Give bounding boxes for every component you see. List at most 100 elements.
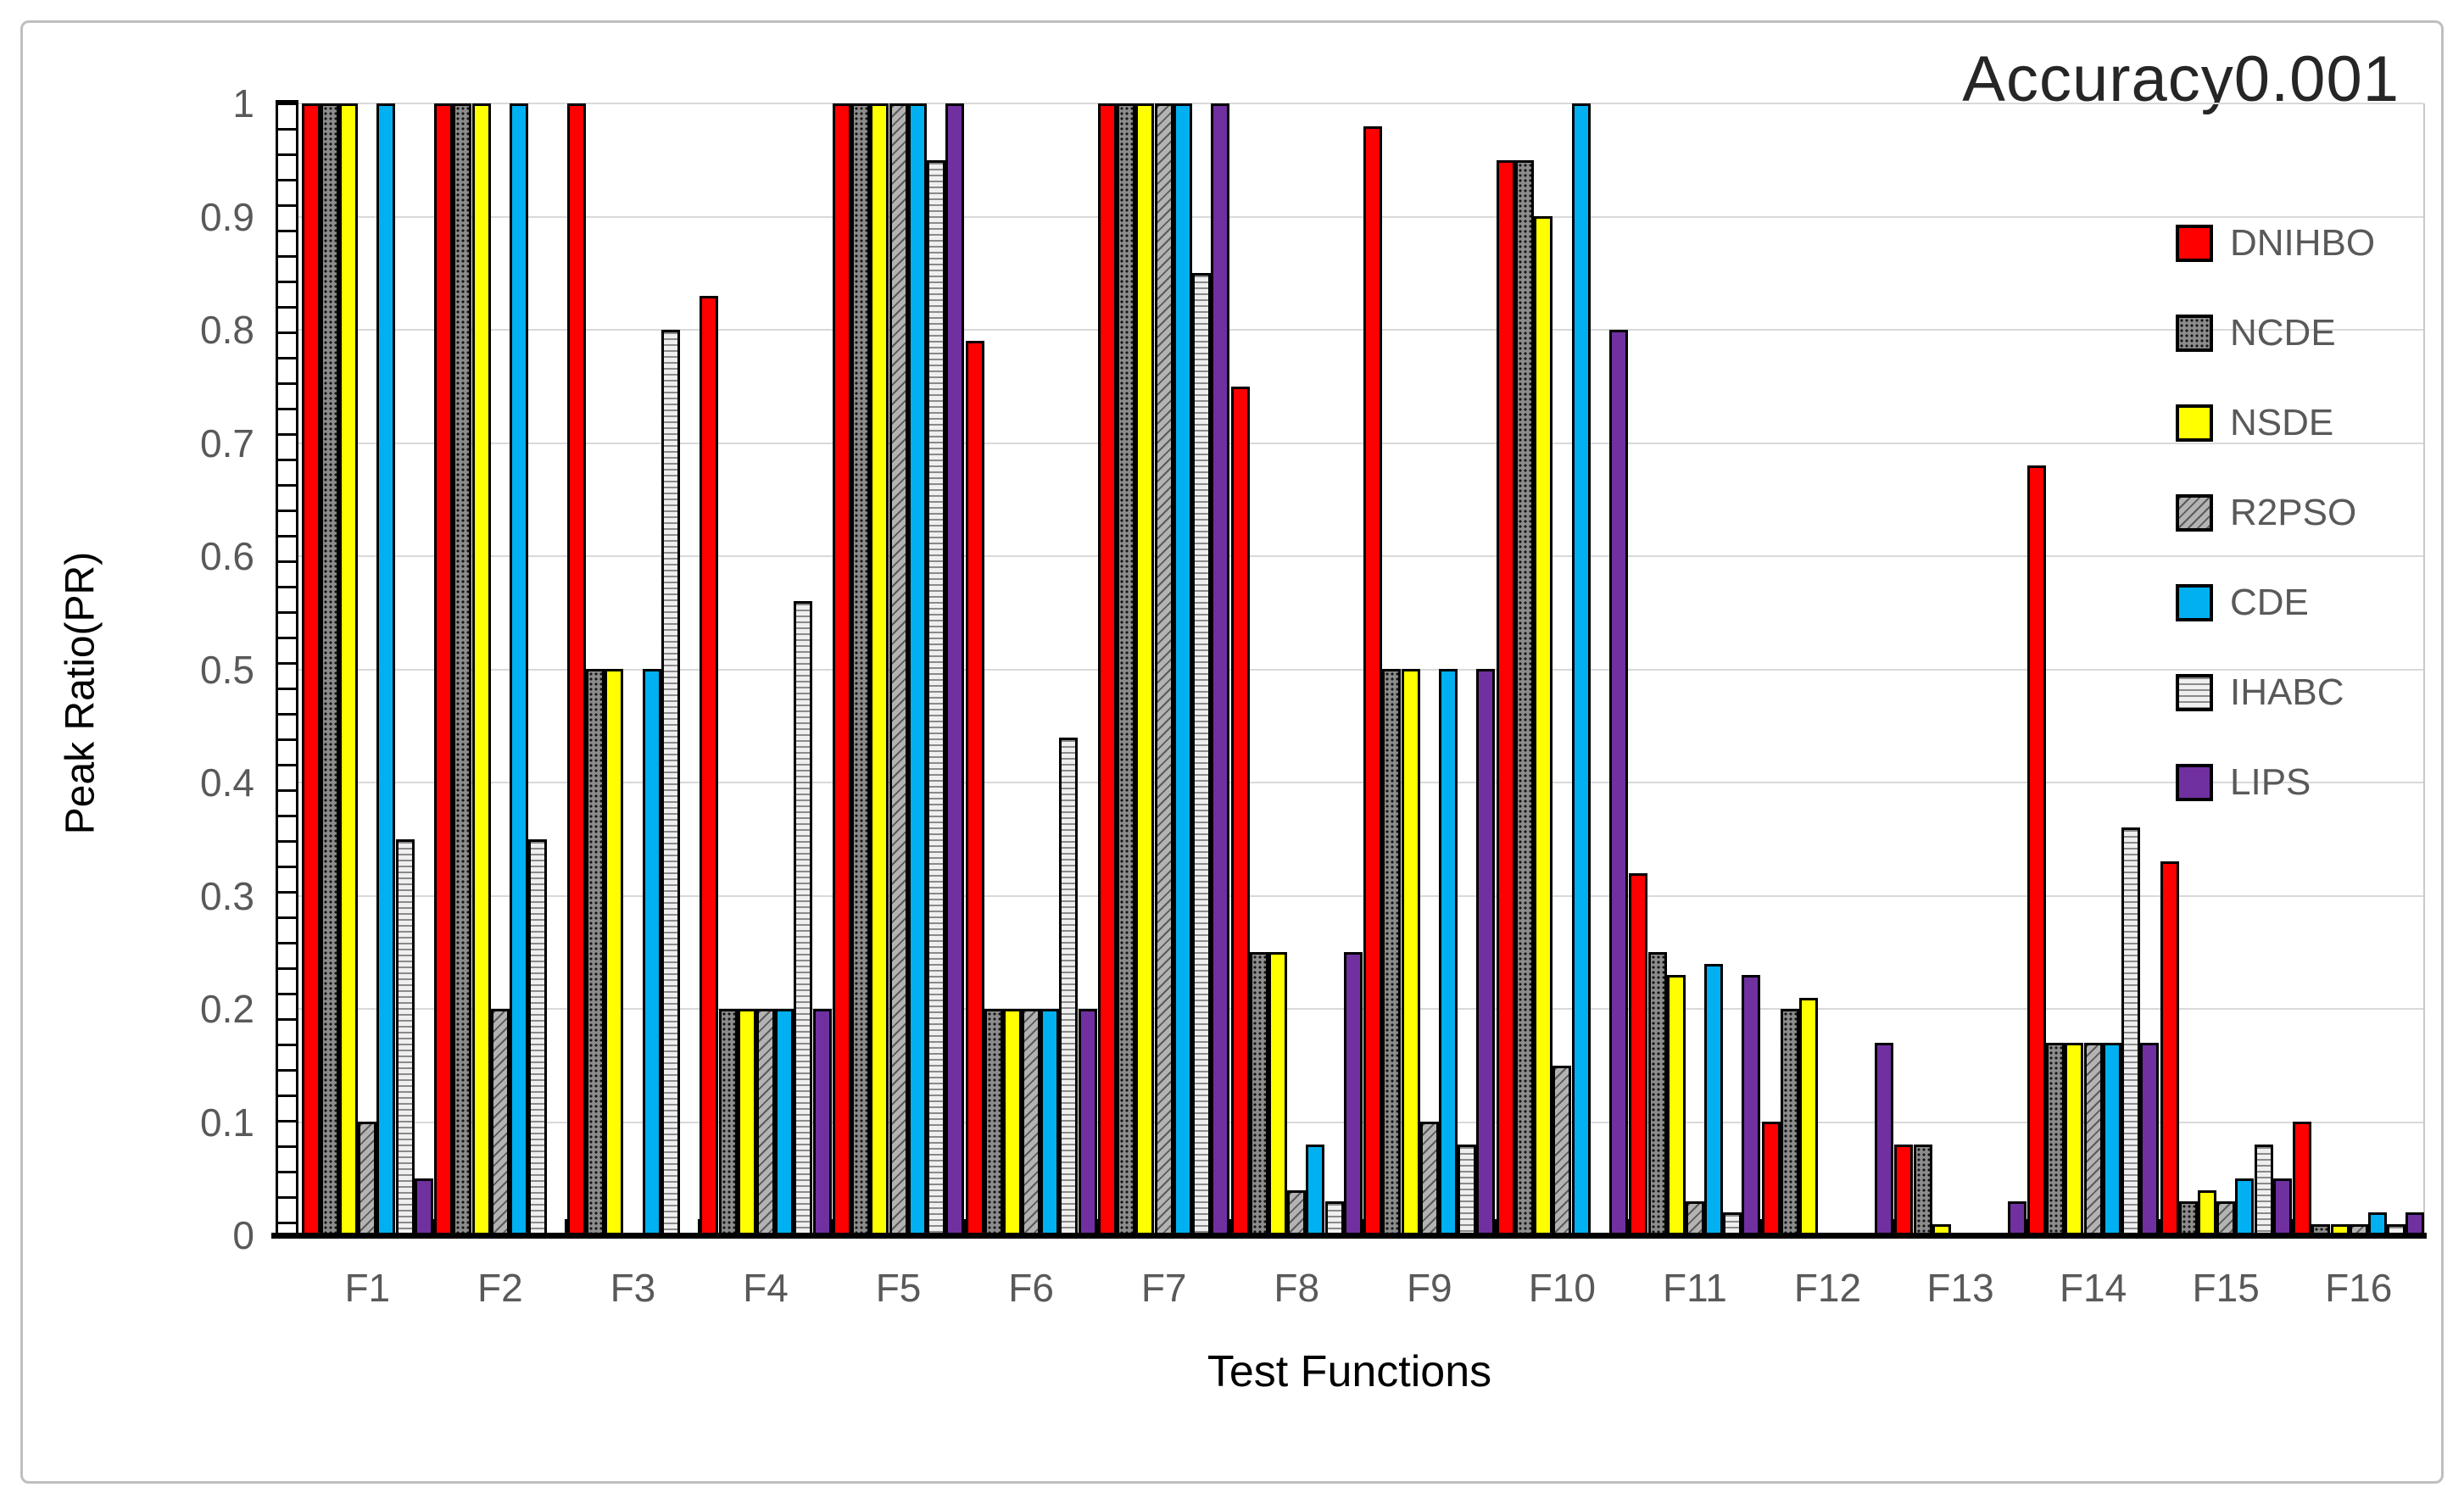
gridline bbox=[276, 442, 2423, 444]
bar-F1-DNIHBO bbox=[301, 103, 321, 1235]
bar-slot bbox=[1496, 103, 1515, 1235]
bar-F8-CDE bbox=[1306, 1145, 1325, 1235]
x-axis-tick bbox=[2290, 1219, 2294, 1233]
legend-swatch-DNIHBO bbox=[2176, 225, 2213, 262]
bar-slot bbox=[1571, 103, 1591, 1235]
bar-group-F6 bbox=[965, 103, 1098, 1235]
bar-slot bbox=[737, 103, 756, 1235]
bar-F2-NSDE bbox=[471, 103, 491, 1235]
bar-F2-CDE bbox=[510, 103, 529, 1235]
bar-F7-CDE bbox=[1173, 103, 1192, 1235]
bar-F8-R2PSO bbox=[1287, 1190, 1307, 1235]
y-tick-label: 0.3 bbox=[200, 873, 254, 918]
bar-F14-IHABC bbox=[2121, 827, 2140, 1235]
bar-F9-LIPS bbox=[1476, 669, 1496, 1235]
bar-group-F15 bbox=[2160, 103, 2293, 1235]
bar-slot bbox=[1078, 103, 1097, 1235]
legend-swatch-IHABC bbox=[2176, 674, 2213, 711]
bar-group-F12 bbox=[1761, 103, 1894, 1235]
bar-F10-R2PSO bbox=[1553, 1066, 1572, 1235]
bar-F6-IHABC bbox=[1059, 738, 1079, 1235]
bar-slot bbox=[755, 103, 775, 1235]
bar-F2-IHABC bbox=[528, 839, 548, 1235]
bar-F16-R2PSO bbox=[2349, 1224, 2368, 1235]
bar-F5-IHABC bbox=[926, 160, 945, 1235]
x-category-label-F8: F8 bbox=[1274, 1266, 1320, 1310]
bar-group-F14 bbox=[2026, 103, 2160, 1235]
x-category-label-F12: F12 bbox=[1793, 1266, 1862, 1310]
bar-slot bbox=[434, 103, 454, 1235]
bar-slot bbox=[1704, 103, 1724, 1235]
bar-F5-CDE bbox=[907, 103, 927, 1235]
gridline bbox=[276, 215, 2423, 218]
x-category-label-F6: F6 bbox=[1008, 1266, 1054, 1310]
bar-F15-LIPS bbox=[2272, 1178, 2292, 1235]
bar-F4-IHABC bbox=[794, 601, 813, 1235]
bar-slot bbox=[1951, 103, 1970, 1235]
bar-F2-NCDE bbox=[453, 103, 472, 1235]
bar-slot bbox=[945, 103, 965, 1235]
bar-slot bbox=[623, 103, 642, 1235]
bar-slot bbox=[1913, 103, 1932, 1235]
bar-slot bbox=[2235, 103, 2255, 1235]
bar-slot bbox=[1608, 103, 1628, 1235]
legend-swatch-NSDE bbox=[2176, 404, 2213, 442]
bar-F16-IHABC bbox=[2387, 1224, 2406, 1235]
bar-slot bbox=[1647, 103, 1667, 1235]
x-category-label-F13: F13 bbox=[1926, 1266, 1994, 1310]
bar-F9-R2PSO bbox=[1419, 1122, 1439, 1235]
legend-label-LIPS: LIPS bbox=[2230, 761, 2311, 803]
legend-label-IHABC: IHABC bbox=[2230, 671, 2344, 713]
bar-F7-NSDE bbox=[1135, 103, 1155, 1235]
bar-F15-IHABC bbox=[2254, 1145, 2273, 1235]
gridline bbox=[276, 555, 2423, 557]
bar-F12-LIPS bbox=[1875, 1043, 1894, 1235]
bar-slot bbox=[453, 103, 472, 1235]
bar-F4-R2PSO bbox=[755, 1009, 775, 1235]
bar-slot bbox=[1723, 103, 1742, 1235]
bar-F11-NSDE bbox=[1666, 975, 1686, 1235]
bar-slot bbox=[1458, 103, 1477, 1235]
bar-slot bbox=[2311, 103, 2331, 1235]
bar-F3-NSDE bbox=[605, 669, 624, 1235]
legend-label-NSDE: NSDE bbox=[2230, 402, 2334, 443]
bar-group-F4 bbox=[700, 103, 833, 1235]
bar-slot bbox=[2140, 103, 2160, 1235]
bar-F16-LIPS bbox=[2405, 1212, 2425, 1235]
bar-F1-R2PSO bbox=[358, 1122, 377, 1235]
bar-slot bbox=[605, 103, 624, 1235]
bar-slot bbox=[2027, 103, 2047, 1235]
bar-slot bbox=[1382, 103, 1402, 1235]
bar-slot bbox=[1781, 103, 1800, 1235]
bar-F10-CDE bbox=[1571, 103, 1591, 1235]
legend: DNIHBO NCDE NSDE R2PSO CDE IHABC LIPS bbox=[2176, 198, 2375, 827]
bar-F15-NCDE bbox=[2178, 1201, 2198, 1235]
bar-slot bbox=[775, 103, 794, 1235]
bar-F13-DNIHBO bbox=[1894, 1145, 1914, 1235]
bar-F8-NSDE bbox=[1268, 952, 1288, 1235]
bar-F5-R2PSO bbox=[889, 103, 908, 1235]
bar-slot bbox=[1059, 103, 1079, 1235]
bar-slot bbox=[889, 103, 908, 1235]
bar-F11-CDE bbox=[1704, 964, 1724, 1235]
x-category-label-F1: F1 bbox=[344, 1266, 391, 1310]
bar-F14-NCDE bbox=[2046, 1043, 2065, 1235]
bar-slot bbox=[471, 103, 491, 1235]
bar-slot bbox=[2160, 103, 2179, 1235]
bar-F8-LIPS bbox=[1343, 952, 1363, 1235]
x-category-label-F5: F5 bbox=[875, 1266, 922, 1310]
bar-slot bbox=[2293, 103, 2312, 1235]
bar-slot bbox=[812, 103, 832, 1235]
bar-group-F1 bbox=[301, 103, 434, 1235]
x-category-label-F15: F15 bbox=[2192, 1266, 2260, 1310]
bar-slot bbox=[661, 103, 680, 1235]
bar-F11-IHABC bbox=[1723, 1212, 1742, 1235]
bar-F1-NSDE bbox=[339, 103, 359, 1235]
bar-group-F10 bbox=[1496, 103, 1629, 1235]
bar-F15-DNIHBO bbox=[2160, 861, 2179, 1235]
bar-slot bbox=[2405, 103, 2425, 1235]
bar-slot bbox=[1591, 103, 1609, 1235]
bar-slot bbox=[1970, 103, 1988, 1235]
bar-F5-NSDE bbox=[870, 103, 889, 1235]
bar-F11-NCDE bbox=[1647, 952, 1667, 1235]
